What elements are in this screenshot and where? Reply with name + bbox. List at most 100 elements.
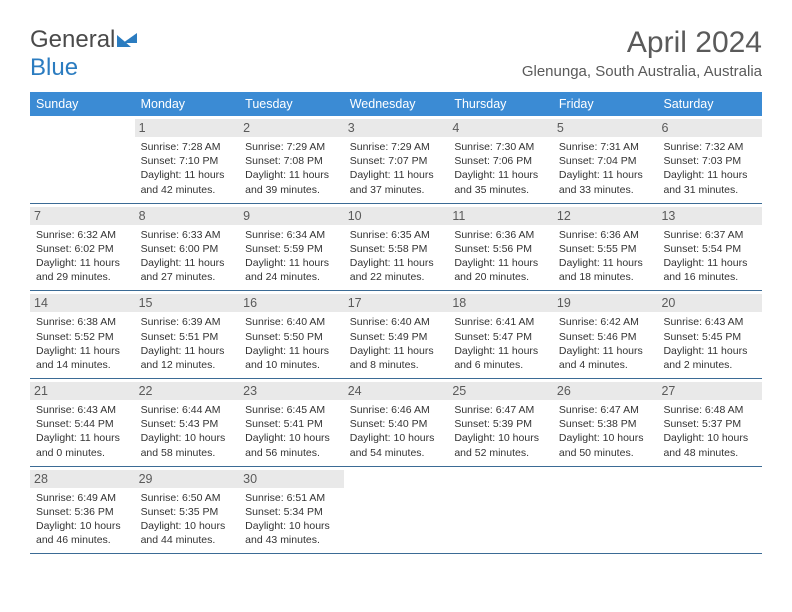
sunset-text: Sunset: 5:43 PM (141, 417, 234, 431)
sunrise-text: Sunrise: 6:47 AM (454, 403, 547, 417)
daylight-text: Daylight: 10 hours and 52 minutes. (454, 431, 547, 459)
daylight-text: Daylight: 10 hours and 43 minutes. (245, 519, 338, 547)
day-number: 20 (657, 294, 762, 312)
sunset-text: Sunset: 5:41 PM (245, 417, 338, 431)
day-number (344, 470, 449, 488)
weekday-header: Sunday (30, 92, 135, 116)
sunrise-text: Sunrise: 6:47 AM (559, 403, 652, 417)
brand-text: General Blue (30, 26, 139, 82)
day-cell: 14Sunrise: 6:38 AMSunset: 5:52 PMDayligh… (30, 291, 135, 378)
day-info: Sunrise: 6:49 AMSunset: 5:36 PMDaylight:… (36, 491, 129, 548)
sunset-text: Sunset: 5:40 PM (350, 417, 443, 431)
day-number: 25 (448, 382, 553, 400)
day-number (30, 119, 135, 137)
sunset-text: Sunset: 5:35 PM (141, 505, 234, 519)
sunrise-text: Sunrise: 6:42 AM (559, 315, 652, 329)
sunset-text: Sunset: 5:56 PM (454, 242, 547, 256)
day-info: Sunrise: 6:35 AMSunset: 5:58 PMDaylight:… (350, 228, 443, 285)
day-number: 21 (30, 382, 135, 400)
sunrise-text: Sunrise: 6:34 AM (245, 228, 338, 242)
weekday-header: Tuesday (239, 92, 344, 116)
day-number: 24 (344, 382, 449, 400)
daylight-text: Daylight: 11 hours and 37 minutes. (350, 168, 443, 196)
day-info: Sunrise: 6:50 AMSunset: 5:35 PMDaylight:… (141, 491, 234, 548)
day-number (657, 470, 762, 488)
day-cell: 12Sunrise: 6:36 AMSunset: 5:55 PMDayligh… (553, 204, 658, 291)
day-cell: 19 Sunrise: 6:42 AMSunset: 5:46 PMDayligh… (553, 291, 658, 378)
sunrise-text: Sunrise: 6:51 AM (245, 491, 338, 505)
sunset-text: Sunset: 6:02 PM (36, 242, 129, 256)
sunrise-text: Sunrise: 7:30 AM (454, 140, 547, 154)
day-info: Sunrise: 6:40 AMSunset: 5:49 PMDaylight:… (350, 315, 443, 372)
day-cell: 21Sunrise: 6:43 AMSunset: 5:44 PMDayligh… (30, 379, 135, 466)
day-number: 13 (657, 207, 762, 225)
day-number: 9 (239, 207, 344, 225)
day-info: Sunrise: 7:32 AMSunset: 7:03 PMDaylight:… (663, 140, 756, 197)
sunset-text: Sunset: 7:04 PM (559, 154, 652, 168)
day-cell: 18Sunrise: 6:41 AMSunset: 5:47 PMDayligh… (448, 291, 553, 378)
daylight-text: Daylight: 11 hours and 14 minutes. (36, 344, 129, 372)
sunrise-text: Sunrise: 7:29 AM (245, 140, 338, 154)
day-number (553, 470, 658, 488)
day-cell: 7Sunrise: 6:32 AMSunset: 6:02 PMDaylight… (30, 204, 135, 291)
daylight-text: Daylight: 11 hours and 27 minutes. (141, 256, 234, 284)
day-cell: 2Sunrise: 7:29 AMSunset: 7:08 PMDaylight… (239, 116, 344, 203)
day-info: Sunrise: 6:38 AMSunset: 5:52 PMDaylight:… (36, 315, 129, 372)
sunset-text: Sunset: 5:47 PM (454, 330, 547, 344)
header: General Blue April 2024 Glenunga, South … (30, 26, 762, 82)
sunrise-text: Sunrise: 6:50 AM (141, 491, 234, 505)
daylight-text: Daylight: 11 hours and 18 minutes. (559, 256, 652, 284)
day-info: Sunrise: 6:47 AMSunset: 5:39 PMDaylight:… (454, 403, 547, 460)
daylight-text: Daylight: 11 hours and 4 minutes. (559, 344, 652, 372)
daylight-text: Daylight: 10 hours and 50 minutes. (559, 431, 652, 459)
day-cell (30, 116, 135, 203)
brand-logo: General Blue (30, 26, 139, 82)
sunrise-text: Sunrise: 6:33 AM (141, 228, 234, 242)
day-cell (553, 467, 658, 554)
brand-part2: Blue (30, 54, 78, 81)
daylight-text: Daylight: 11 hours and 10 minutes. (245, 344, 338, 372)
sunset-text: Sunset: 7:08 PM (245, 154, 338, 168)
sunrise-text: Sunrise: 6:48 AM (663, 403, 756, 417)
sunrise-text: Sunrise: 6:49 AM (36, 491, 129, 505)
daylight-text: Daylight: 11 hours and 0 minutes. (36, 431, 129, 459)
sunrise-text: Sunrise: 6:45 AM (245, 403, 338, 417)
day-cell: 20Sunrise: 6:43 AMSunset: 5:45 PMDayligh… (657, 291, 762, 378)
day-cell: 3 Sunrise: 7:29 AMSunset: 7:07 PMDaylight… (344, 116, 449, 203)
sunset-text: Sunset: 5:59 PM (245, 242, 338, 256)
day-info: Sunrise: 6:39 AMSunset: 5:51 PMDaylight:… (141, 315, 234, 372)
day-info: Sunrise: 7:31 AMSunset: 7:04 PMDaylight:… (559, 140, 652, 197)
day-number: 12 (553, 207, 658, 225)
day-cell: 16Sunrise: 6:40 AMSunset: 5:50 PMDayligh… (239, 291, 344, 378)
daylight-text: Daylight: 11 hours and 8 minutes. (350, 344, 443, 372)
day-cell: 24Sunrise: 6:46 AMSunset: 5:40 PMDayligh… (344, 379, 449, 466)
day-number: 19 (553, 294, 658, 312)
sunset-text: Sunset: 5:58 PM (350, 242, 443, 256)
day-cell: 25 Sunrise: 6:47 AMSunset: 5:39 PMDayligh… (448, 379, 553, 466)
day-number: 29 (135, 470, 240, 488)
daylight-text: Daylight: 11 hours and 29 minutes. (36, 256, 129, 284)
day-number: 28 (30, 470, 135, 488)
sunrise-text: Sunrise: 6:43 AM (663, 315, 756, 329)
sunset-text: Sunset: 5:46 PM (559, 330, 652, 344)
month-title: April 2024 (522, 26, 762, 59)
sunrise-text: Sunrise: 6:46 AM (350, 403, 443, 417)
sunrise-text: Sunrise: 6:44 AM (141, 403, 234, 417)
day-info: Sunrise: 7:28 AMSunset: 7:10 PMDaylight:… (141, 140, 234, 197)
week-row: 28 Sunrise: 6:49 AMSunset: 5:36 PMDayligh… (30, 467, 762, 555)
day-info: Sunrise: 7:29 AMSunset: 7:07 PMDaylight:… (350, 140, 443, 197)
sunrise-text: Sunrise: 6:40 AM (350, 315, 443, 329)
day-number: 23 (239, 382, 344, 400)
sunrise-text: Sunrise: 6:35 AM (350, 228, 443, 242)
sunrise-text: Sunrise: 7:28 AM (141, 140, 234, 154)
day-info: Sunrise: 6:44 AMSunset: 5:43 PMDaylight:… (141, 403, 234, 460)
sunrise-text: Sunrise: 7:29 AM (350, 140, 443, 154)
location-text: Glenunga, South Australia, Australia (522, 63, 762, 80)
sunset-text: Sunset: 6:00 PM (141, 242, 234, 256)
weekday-header-row: SundayMondayTuesdayWednesdayThursdayFrid… (30, 92, 762, 116)
day-number: 8 (135, 207, 240, 225)
sunrise-text: Sunrise: 6:41 AM (454, 315, 547, 329)
title-block: April 2024 Glenunga, South Australia, Au… (522, 26, 762, 80)
day-number: 3 (344, 119, 449, 137)
day-number: 5 (553, 119, 658, 137)
